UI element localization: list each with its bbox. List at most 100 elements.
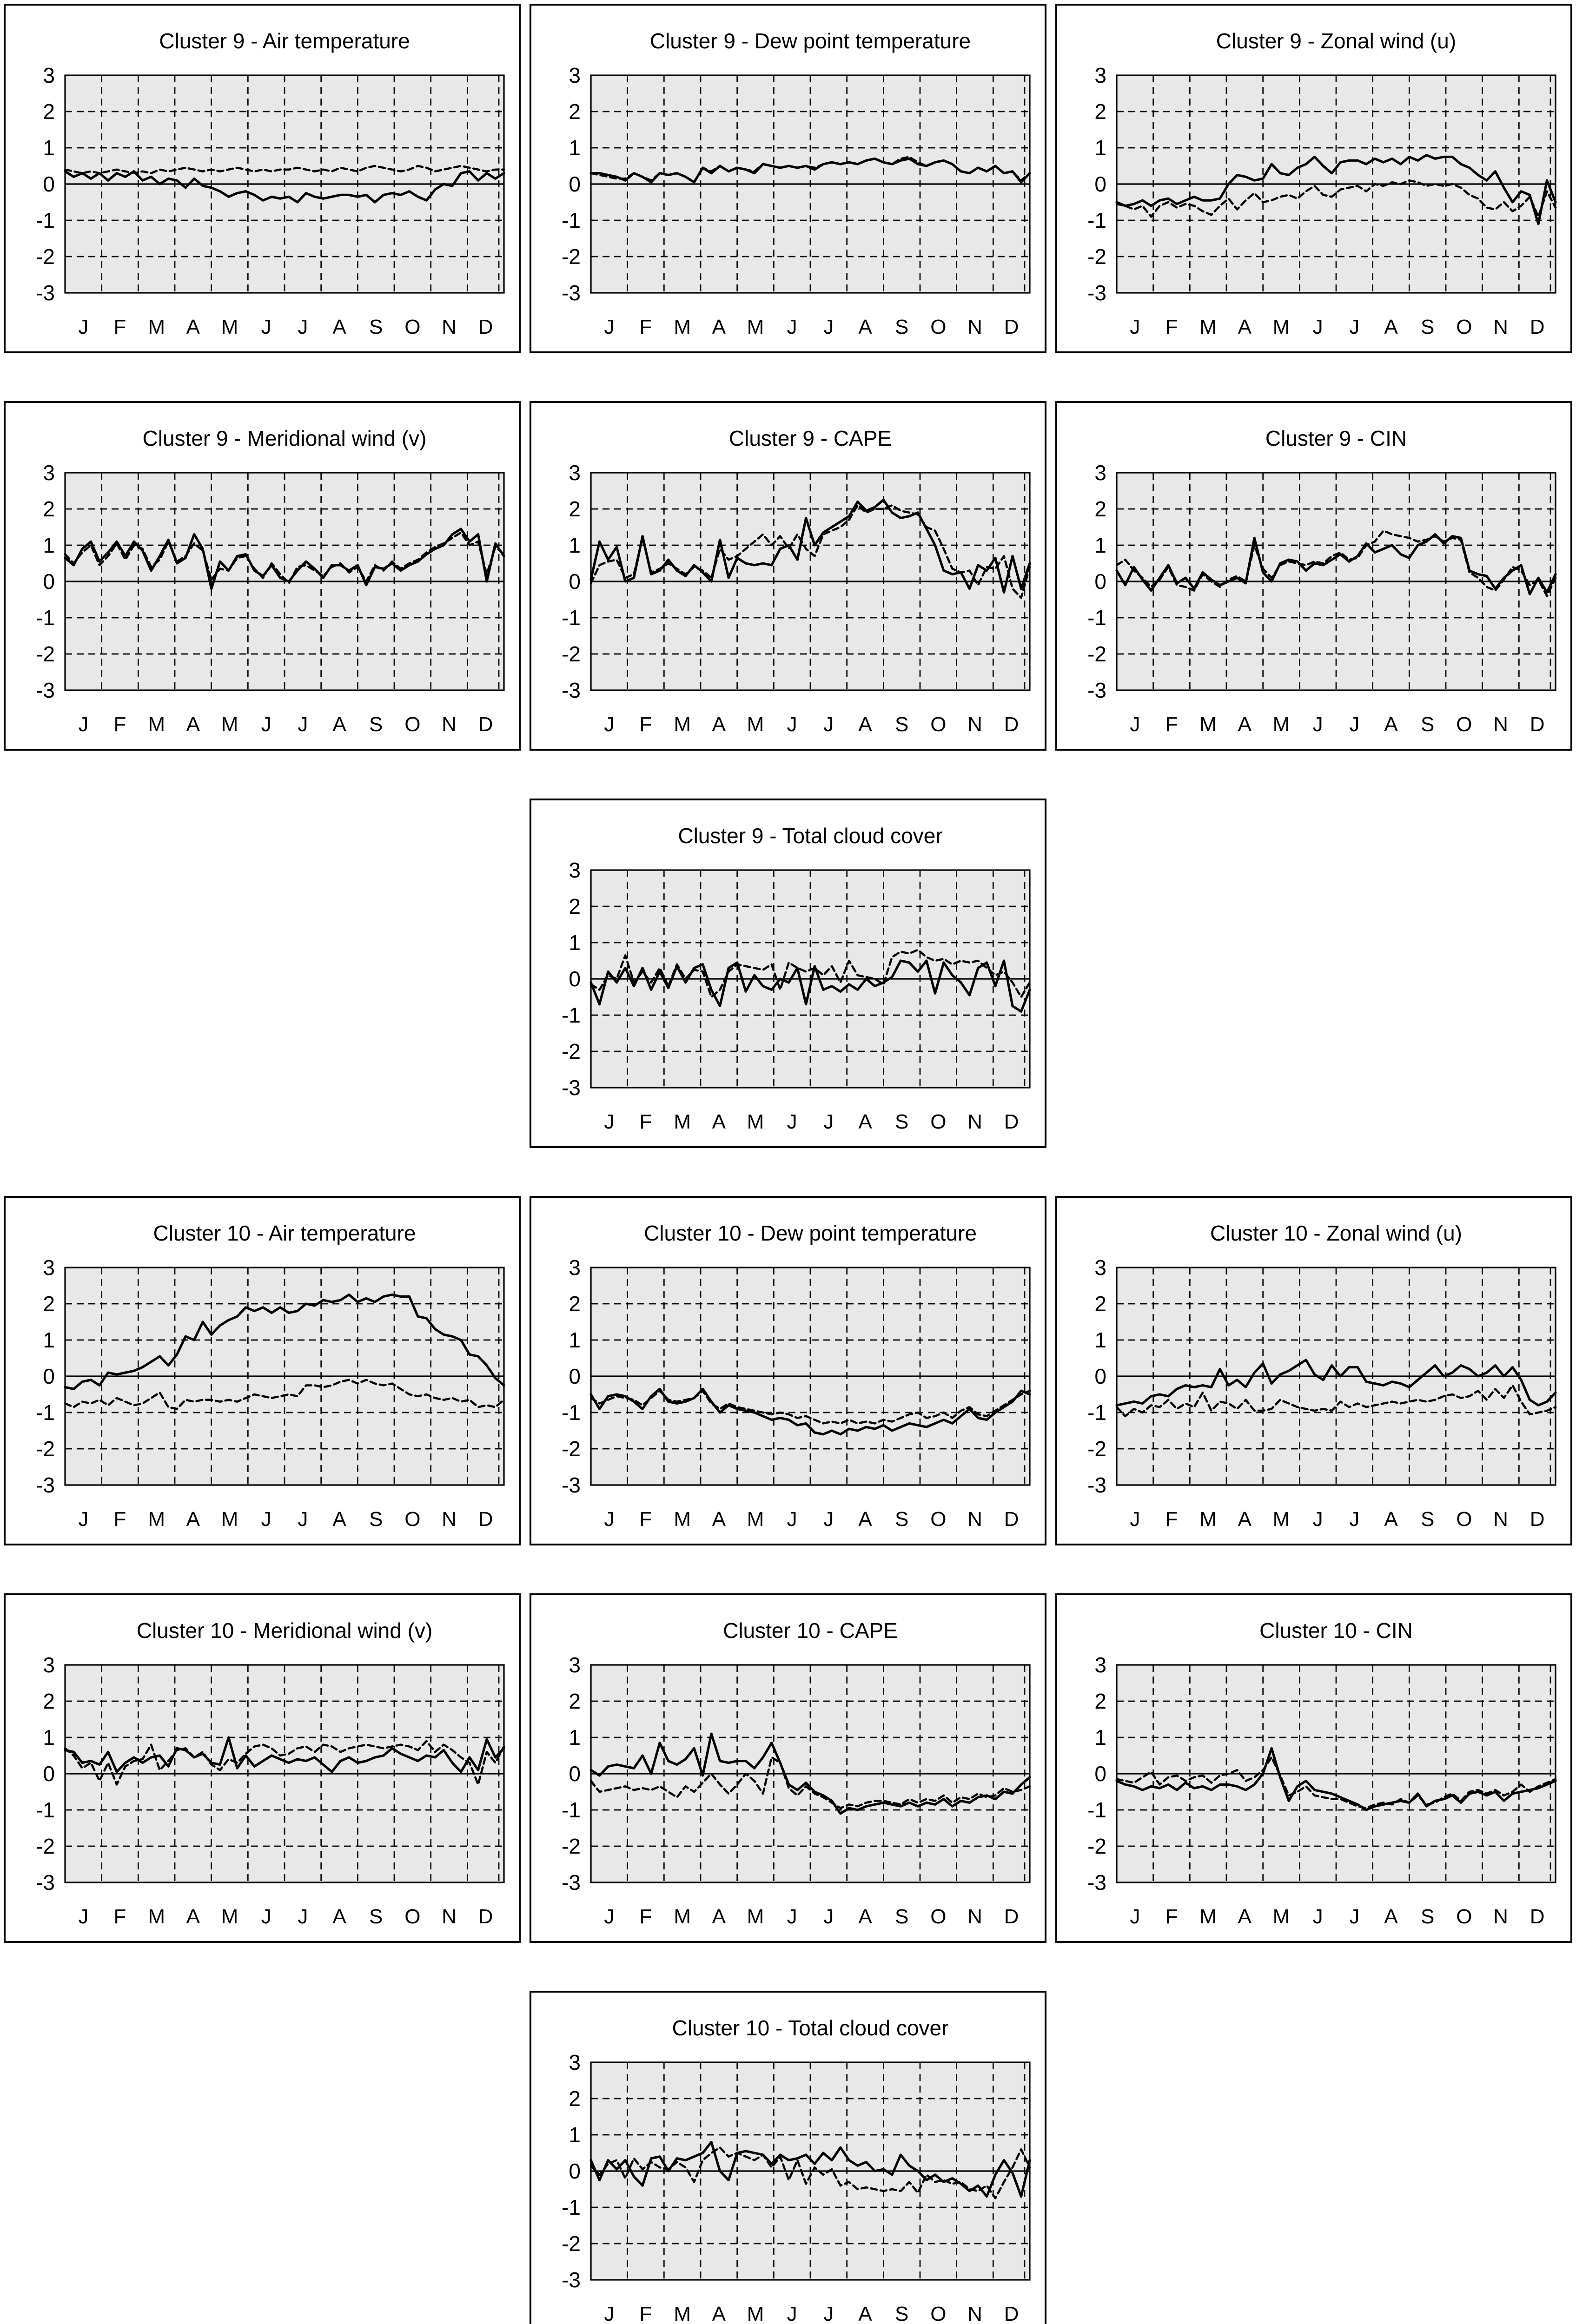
y-tick-label: 1 — [569, 1725, 581, 1750]
y-tick-label: 2 — [43, 497, 55, 521]
series-solid-line — [1115, 1747, 1557, 1811]
y-tick-label: 2 — [43, 1292, 55, 1316]
chart-panel-cluster-10-meridional-wind-v: Cluster 10 - Meridional wind (v) 3 2 1 0 -1 -2… — [4, 1593, 521, 1943]
x-tick-label: S — [1421, 1905, 1434, 1928]
series-dashed-line — [64, 1740, 505, 1786]
y-tick-label: -2 — [562, 2232, 581, 2256]
y-tick-label: 2 — [569, 497, 581, 521]
plot-border — [64, 1664, 505, 1883]
chart-svg: Cluster 9 - Dew point temperature 3 2 1 0 -1 -… — [562, 29, 1031, 338]
y-tick-label: -3 — [1087, 1870, 1106, 1895]
y-tick-label: -3 — [1087, 1473, 1106, 1497]
x-tick-label: J — [298, 1905, 308, 1928]
y-tick-label: -2 — [36, 1437, 55, 1461]
x-tick-label: S — [1421, 1508, 1434, 1531]
x-tick-label: A — [712, 2303, 726, 2324]
y-tick-label: -2 — [1087, 1834, 1106, 1858]
y-tick-label: -1 — [1087, 208, 1106, 232]
x-tick-label: J — [261, 316, 271, 338]
x-tick-label: J — [1313, 1508, 1323, 1531]
y-tick-label: 0 — [569, 1364, 581, 1388]
x-tick-label: M — [747, 1110, 764, 1133]
x-tick-label: N — [967, 2303, 982, 2324]
x-tick-label: J — [823, 1508, 834, 1531]
series-dashed-line — [589, 156, 1031, 184]
y-tick-label: 3 — [43, 63, 55, 87]
plot-border — [590, 472, 1031, 691]
chart-title: Cluster 9 - Zonal wind (u) — [1216, 29, 1456, 53]
y-tick-label: 3 — [569, 461, 581, 485]
x-tick-label: D — [1530, 1905, 1545, 1928]
series-solid-line — [1115, 154, 1557, 225]
y-tick-label: 1 — [569, 136, 581, 160]
x-tick-label: J — [1130, 1905, 1140, 1928]
x-tick-label: J — [1349, 1508, 1359, 1531]
y-tick-label: -2 — [36, 642, 55, 666]
chart-title: Cluster 9 - Meridional wind (v) — [143, 426, 427, 450]
x-tick-label: M — [1199, 1905, 1217, 1928]
x-tick-label: S — [1421, 713, 1434, 736]
x-tick-label: O — [1456, 316, 1472, 338]
y-tick-label: -1 — [1087, 1400, 1106, 1425]
x-tick-label: D — [1004, 316, 1019, 338]
x-tick-label: D — [1004, 1110, 1019, 1133]
y-tick-label: -3 — [36, 281, 55, 305]
y-tick-label: 0 — [569, 1762, 581, 1786]
x-tick-label: M — [221, 316, 238, 338]
y-tick-label: 0 — [569, 2159, 581, 2183]
x-tick-label: J — [604, 2303, 614, 2324]
plot-border — [1116, 1664, 1556, 1883]
plot-border — [590, 869, 1031, 1089]
x-tick-label: M — [1273, 713, 1290, 736]
x-tick-label: M — [148, 316, 165, 338]
y-tick-label: 3 — [569, 1255, 581, 1280]
x-tick-label: J — [787, 713, 797, 736]
x-tick-label: M — [1199, 713, 1217, 736]
x-tick-label: S — [1421, 316, 1434, 338]
series-solid-line — [1115, 533, 1557, 595]
x-tick-label: D — [1530, 316, 1545, 338]
plot-border — [1116, 74, 1556, 294]
y-tick-label: 2 — [1094, 1292, 1106, 1316]
x-tick-label: A — [186, 316, 200, 338]
y-tick-label: 1 — [1094, 1725, 1106, 1750]
chart-svg: Cluster 9 - Total cloud cover 3 2 1 0 -1 -2 -3 J… — [562, 824, 1031, 1133]
x-tick-label: F — [640, 1905, 652, 1928]
x-tick-label: O — [404, 1905, 420, 1928]
x-tick-label: J — [823, 2303, 834, 2324]
x-tick-label: M — [221, 1905, 238, 1928]
y-tick-label: -1 — [36, 208, 55, 232]
series-dashed-line — [64, 165, 505, 174]
y-tick-label: 2 — [43, 99, 55, 124]
y-tick-label: 2 — [1094, 497, 1106, 521]
x-tick-label: N — [1493, 1508, 1508, 1531]
x-tick-label: N — [442, 713, 457, 736]
y-tick-label: -2 — [1087, 1437, 1106, 1461]
y-tick-label: -3 — [562, 1870, 581, 1895]
y-tick-label: -1 — [36, 1400, 55, 1425]
y-tick-label: -2 — [1087, 642, 1106, 666]
y-tick-label: -2 — [36, 244, 55, 269]
y-tick-label: -1 — [562, 1400, 581, 1425]
x-tick-label: D — [478, 316, 493, 338]
y-tick-label: 3 — [43, 1255, 55, 1280]
x-tick-label: M — [674, 1508, 691, 1531]
chart-panel-cluster-10-dew-point-temperature: Cluster 10 - Dew point temperature 3 2 1 0 -1… — [530, 1196, 1046, 1545]
y-tick-label: 3 — [569, 858, 581, 882]
x-tick-label: F — [1165, 1905, 1178, 1928]
x-tick-label: A — [1384, 1508, 1398, 1531]
y-tick-label: -3 — [562, 1473, 581, 1497]
plot-border — [64, 1267, 505, 1486]
y-tick-label: 0 — [43, 1364, 55, 1388]
x-tick-label: A — [712, 1905, 726, 1928]
x-tick-label: J — [823, 316, 834, 338]
y-tick-label: 1 — [43, 533, 55, 557]
x-tick-label: A — [712, 316, 726, 338]
x-tick-label: D — [1530, 1508, 1545, 1531]
plot-border — [64, 472, 505, 691]
x-tick-label: A — [858, 2303, 872, 2324]
x-tick-label: J — [78, 713, 88, 736]
y-tick-label: -3 — [36, 1473, 55, 1497]
series-dashed-line — [589, 1756, 1031, 1809]
